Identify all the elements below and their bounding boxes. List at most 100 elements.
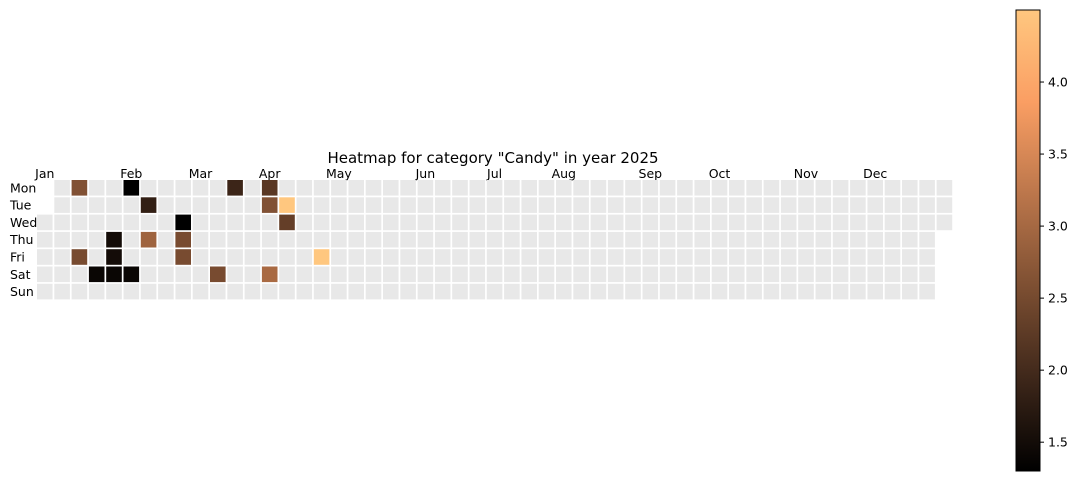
heatmap-cell-empty (192, 266, 209, 283)
heatmap-cell-empty (573, 197, 589, 213)
heatmap-cell-empty (867, 214, 883, 231)
heatmap-cell-empty (296, 180, 313, 196)
heatmap-cell-empty (815, 283, 832, 300)
heatmap-cell-empty (573, 283, 589, 300)
heatmap-cell-empty (417, 214, 434, 231)
heatmap-cell-empty (815, 249, 832, 265)
heatmap-cell-empty (227, 249, 243, 265)
month-label: May (326, 166, 352, 181)
heatmap-cell-empty (607, 266, 624, 283)
heatmap-cell-empty (331, 283, 347, 300)
heatmap-cell-empty (538, 214, 555, 231)
heatmap-cell-empty (850, 283, 866, 300)
heatmap-cell-empty (780, 180, 797, 196)
heatmap-cell-empty (279, 266, 295, 283)
heatmap-cell-filled (279, 214, 295, 231)
colorbar: 1.5 2.0 2.5 3.0 3.5 4.0 (1015, 9, 1068, 472)
heatmap-cell-empty (936, 214, 953, 231)
heatmap-cell-empty (54, 249, 70, 265)
heatmap-cell-empty (400, 197, 416, 213)
heatmap-cell-empty (417, 231, 434, 248)
month-label: Aug (552, 166, 576, 181)
heatmap-cell-empty (694, 266, 710, 283)
heatmap-cell-empty (919, 180, 935, 196)
heatmap-cell-empty (590, 231, 607, 248)
heatmap-cell-empty (538, 249, 555, 265)
heatmap-cell-empty (590, 266, 607, 283)
weekday-label: Sun (10, 284, 34, 299)
heatmap-cell-empty (71, 197, 88, 213)
heatmap-cell-empty (850, 266, 866, 283)
heatmap-cell-filled (227, 180, 243, 196)
heatmap-cell-empty (123, 249, 140, 265)
heatmap-cell-empty (331, 180, 347, 196)
heatmap-cell-empty (832, 249, 849, 265)
heatmap-cell-empty (625, 283, 641, 300)
heatmap-cell-empty (815, 231, 832, 248)
heatmap-cell-empty (850, 180, 866, 196)
heatmap-cell-empty (158, 231, 174, 248)
heatmap-cell-empty (729, 180, 745, 196)
heatmap-cell-empty (642, 180, 659, 196)
heatmap-cell-empty (504, 214, 520, 231)
heatmap-cell-empty (486, 231, 503, 248)
heatmap-cell-empty (677, 249, 693, 265)
heatmap-cell-empty (452, 197, 468, 213)
heatmap-cell-empty (763, 197, 780, 213)
heatmap-cell-empty (88, 283, 105, 300)
heatmap-cell-empty (677, 283, 693, 300)
colorbar-ticks: 1.5 2.0 2.5 3.0 3.5 4.0 (1040, 75, 1068, 450)
heatmap-cell-empty (296, 266, 313, 283)
heatmap-cell-empty (313, 197, 330, 213)
heatmap-cell-empty (54, 197, 70, 213)
heatmap-cell-empty (590, 283, 607, 300)
heatmap-cell-empty (469, 180, 486, 196)
heatmap-cell-empty (729, 197, 745, 213)
heatmap-cell-empty (106, 214, 122, 231)
heatmap-cell-empty (711, 197, 728, 213)
heatmap-cell-empty (383, 249, 399, 265)
heatmap-cell-empty (850, 214, 866, 231)
heatmap-cell-empty (486, 249, 503, 265)
heatmap-cell-empty (521, 197, 537, 213)
heatmap-cell-empty (261, 214, 278, 231)
heatmap-cell-empty (521, 249, 537, 265)
month-label: Oct (709, 166, 731, 181)
heatmap-cell-empty (642, 249, 659, 265)
heatmap-cell-empty (469, 249, 486, 265)
heatmap-cell-empty (902, 266, 918, 283)
heatmap-cell-empty (729, 283, 745, 300)
heatmap-cell-empty (244, 283, 261, 300)
heatmap-cell-empty (919, 231, 935, 248)
weekday-label: Thu (9, 232, 33, 247)
heatmap-cell-empty (607, 249, 624, 265)
month-label: Jan (34, 166, 54, 181)
heatmap-cell-empty (37, 249, 53, 265)
heatmap-cell-empty (902, 249, 918, 265)
heatmap-cell-empty (400, 266, 416, 283)
heatmap-cell-empty (780, 283, 797, 300)
weekday-label: Fri (10, 250, 25, 265)
heatmap-cell-empty (313, 283, 330, 300)
heatmap-cell-empty (746, 231, 762, 248)
heatmap-cell-empty (521, 180, 537, 196)
heatmap-cell-empty (452, 180, 468, 196)
heatmap-cell-empty (711, 249, 728, 265)
heatmap-cell-empty (54, 180, 70, 196)
heatmap-cell-empty (798, 266, 814, 283)
heatmap-cell-empty (486, 180, 503, 196)
month-label: Jul (486, 166, 502, 181)
heatmap-cell-empty (88, 214, 105, 231)
heatmap-cell-empty (158, 283, 174, 300)
heatmap-cell-empty (296, 283, 313, 300)
heatmap-cell-empty (244, 180, 261, 196)
heatmap-cell-empty (192, 180, 209, 196)
heatmap-cell-empty (521, 214, 537, 231)
heatmap-cell-empty (54, 231, 70, 248)
heatmap-cell-empty (452, 266, 468, 283)
heatmap-cell-empty (140, 283, 157, 300)
heatmap-cell-empty (469, 266, 486, 283)
heatmap-cell-empty (798, 231, 814, 248)
heatmap-cell-empty (902, 180, 918, 196)
heatmap-cell-filled (261, 197, 278, 213)
